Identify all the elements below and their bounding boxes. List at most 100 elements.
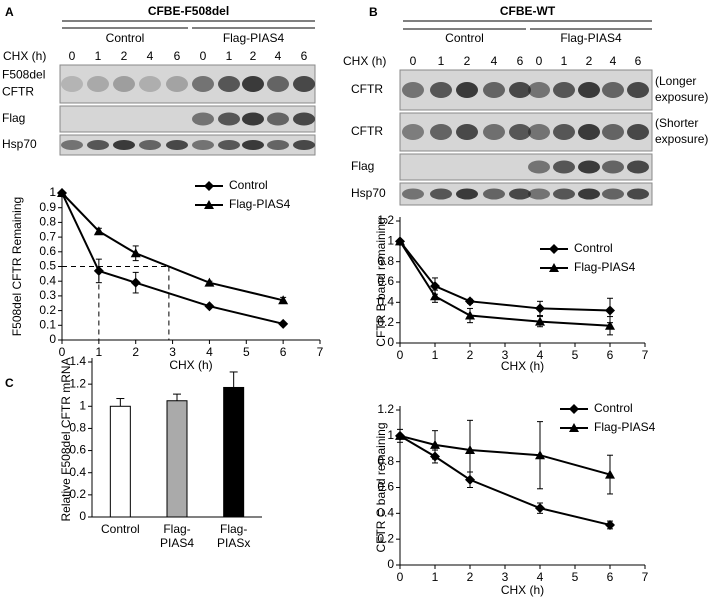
- x-axis-label: CHX (h): [501, 359, 544, 373]
- data-point: [605, 469, 615, 479]
- x-tick-label: 1: [432, 570, 439, 584]
- row-label: Flag: [2, 111, 25, 125]
- y-tick-label: 1.2: [377, 402, 394, 416]
- row-label: CFTR: [351, 124, 383, 138]
- blot-band: [139, 140, 161, 150]
- blot-band: [483, 82, 505, 98]
- row-label: CFTR: [2, 85, 34, 99]
- y-tick-label: 0.6: [69, 443, 86, 457]
- exposure-note: exposure): [655, 90, 708, 104]
- lane-label: 0: [200, 49, 207, 63]
- data-point: [549, 244, 559, 254]
- x-tick-label: 4: [206, 345, 213, 359]
- x-tick-label: 1: [96, 345, 103, 359]
- x-tick-label: 0: [397, 570, 404, 584]
- x-tick-label: 2: [132, 345, 139, 359]
- exposure-note: exposure): [655, 132, 708, 146]
- blot-band: [430, 124, 452, 140]
- blot-band: [218, 76, 240, 92]
- data-point: [535, 450, 545, 460]
- blot-band: [166, 140, 188, 150]
- row-label: CFTR: [351, 82, 383, 96]
- blot-band: [61, 140, 83, 150]
- panel-letter: B: [369, 5, 378, 19]
- blot-band: [456, 188, 478, 200]
- blot-title: CFBE-F508del: [148, 4, 229, 18]
- blot-band: [61, 76, 83, 92]
- lane-label: 1: [95, 49, 102, 63]
- blot-band: [528, 82, 550, 98]
- y-tick-label: 1: [387, 428, 394, 442]
- y-tick-label: 0.6: [377, 480, 394, 494]
- blot-band: [242, 140, 264, 150]
- data-point: [130, 248, 141, 258]
- data-point: [93, 265, 104, 276]
- data-point: [204, 200, 214, 209]
- x-tick-label: 4: [537, 570, 544, 584]
- x-axis-label: CHX (h): [501, 583, 544, 597]
- lane-label: 0: [536, 54, 543, 68]
- blot-band: [602, 188, 624, 200]
- blot-band: [553, 124, 575, 140]
- x-tick-label: 3: [502, 348, 509, 362]
- blot-band: [402, 82, 424, 98]
- y-tick-label: 1.2: [69, 376, 86, 390]
- legend-label: Flag-PIAS4: [574, 260, 636, 274]
- blot-band: [627, 82, 649, 98]
- y-tick-label: 0.6: [39, 244, 56, 258]
- data-point: [204, 181, 214, 191]
- y-tick-label: 0: [387, 335, 394, 349]
- data-point: [278, 318, 289, 329]
- blot-band: [602, 124, 624, 140]
- y-tick-label: 0.4: [39, 273, 56, 287]
- time-label: CHX (h): [343, 54, 386, 68]
- blot-band: [166, 76, 188, 92]
- lane-label: 4: [491, 54, 498, 68]
- y-tick-label: 1: [387, 234, 394, 248]
- lane-label: 6: [517, 54, 524, 68]
- bar: [223, 386, 245, 518]
- lane-label: 1: [438, 54, 445, 68]
- y-tick-label: 0.1: [39, 317, 56, 331]
- legend-label: Flag-PIAS4: [229, 197, 291, 211]
- data-point: [549, 263, 559, 272]
- x-tick-label: 2: [467, 570, 474, 584]
- blot-band: [528, 160, 550, 174]
- blot-band: [602, 160, 624, 174]
- blot-band: [483, 124, 505, 140]
- data-point: [535, 316, 545, 326]
- y-tick-label: 0.3: [39, 288, 56, 302]
- row-label: Hsp70: [351, 186, 386, 200]
- x-tick-label: 3: [169, 345, 176, 359]
- blot-band: [139, 76, 161, 92]
- blot-band: [402, 188, 424, 200]
- x-tick-label: 3: [502, 570, 509, 584]
- x-tick-label: 6: [280, 345, 287, 359]
- group-label: Flag-PIAS4: [223, 31, 285, 45]
- blot-band: [113, 76, 135, 92]
- lane-label: 6: [635, 54, 642, 68]
- x-tick-label: 2: [467, 348, 474, 362]
- blot-band: [578, 124, 600, 140]
- lane-label: 6: [301, 49, 308, 63]
- y-tick-label: 0.8: [377, 254, 394, 268]
- y-tick-label: 0: [387, 557, 394, 571]
- blot-band: [528, 188, 550, 200]
- x-tick-label: 5: [572, 570, 579, 584]
- lane-label: 2: [586, 54, 593, 68]
- y-tick-label: 0.4: [377, 506, 394, 520]
- data-point: [605, 519, 615, 530]
- y-tick-label: 0.6: [377, 274, 394, 288]
- y-tick-label: 1: [49, 185, 56, 199]
- y-axis-label: CFTR C band remaining: [374, 422, 388, 552]
- blot-band: [553, 160, 575, 174]
- blot-title: CFBE-WT: [500, 4, 556, 18]
- lane-label: 2: [250, 49, 257, 63]
- panel-letter: A: [5, 5, 14, 19]
- y-tick-label: 0.4: [377, 295, 394, 309]
- x-tick-label: Flag-: [163, 522, 190, 536]
- time-label: CHX (h): [3, 49, 46, 63]
- y-tick-label: 0.2: [39, 303, 56, 317]
- blot-band: [627, 188, 649, 200]
- bar: [166, 400, 188, 518]
